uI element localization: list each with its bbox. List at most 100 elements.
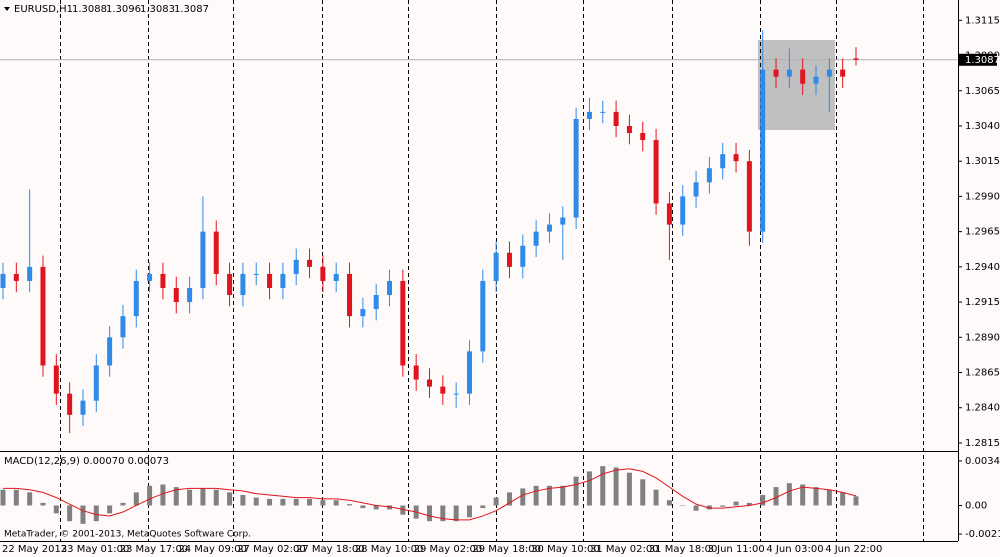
current-price-box	[959, 53, 997, 66]
macd-bar	[67, 505, 73, 522]
macd-bar	[706, 505, 712, 510]
candle-body	[213, 231, 219, 274]
candle-body	[626, 125, 632, 134]
candle-body	[253, 273, 259, 275]
macd-bar	[173, 487, 179, 506]
y-tick-label: 1.2915	[965, 297, 1000, 308]
symbol-title: EURUSD,H1	[14, 4, 73, 15]
y-tick-label: 1.2940	[965, 262, 1000, 273]
macd-bar	[200, 488, 206, 506]
macd-bar	[320, 500, 326, 506]
candle-body	[586, 111, 592, 119]
candle-body	[733, 154, 739, 162]
candle-body	[133, 280, 139, 317]
candle-body	[67, 393, 73, 415]
candle-body	[280, 273, 286, 288]
macd-bar	[466, 505, 472, 518]
macd-bar	[360, 505, 366, 509]
macd-bar	[400, 505, 406, 515]
x-tick-label: 24 May 09:00	[178, 544, 247, 555]
macd-bar	[387, 505, 393, 510]
macd-bar	[586, 471, 592, 506]
candle-body	[840, 69, 846, 77]
y-tick-label: 1.2990	[965, 191, 1000, 202]
macd-bar	[653, 489, 659, 506]
candle-body	[760, 69, 766, 232]
candle-body	[40, 266, 46, 366]
candle-body	[613, 111, 619, 126]
macd-bar	[187, 489, 193, 506]
signal-line	[3, 468, 857, 521]
candle-body	[466, 351, 472, 394]
candle-body	[147, 273, 153, 281]
candle-body	[800, 69, 806, 84]
candle-body	[506, 252, 512, 267]
macd-bar	[826, 489, 832, 506]
candle-body	[93, 365, 99, 401]
separators	[0, 0, 958, 541]
y-tick-label: 1.2840	[965, 403, 1000, 414]
macd-bar	[573, 476, 579, 506]
macd-bar	[493, 497, 499, 506]
macd-bar	[240, 494, 246, 506]
menu-triangle[interactable]	[4, 7, 10, 11]
macd-bar	[0, 489, 6, 506]
candle-body	[333, 273, 339, 281]
macd-bar	[613, 467, 619, 506]
candle-body	[440, 386, 446, 394]
macd-bar	[280, 498, 286, 506]
candle-body	[427, 379, 432, 387]
ohlc-open: 1.3088	[72, 4, 107, 15]
candle-body	[347, 273, 353, 317]
macd-bar	[720, 505, 726, 507]
x-tick-label: 28 May 10:00	[355, 544, 424, 555]
macd-bar	[133, 492, 139, 506]
y-tick-label: 1.2865	[965, 368, 1000, 379]
candle-body	[720, 154, 726, 169]
y-tick-label: 0.0034	[965, 456, 1000, 467]
candle-body	[693, 182, 699, 197]
candle-body	[706, 168, 712, 183]
candle-body	[240, 273, 246, 296]
x-tick-label: 29 May 18:00	[472, 544, 541, 555]
x-tick-label: 31 May 02:00	[590, 544, 659, 555]
candle-body	[173, 287, 179, 303]
candle-body	[826, 69, 832, 77]
candle-body	[320, 266, 326, 281]
candle-body	[453, 393, 459, 395]
macd-bar	[733, 501, 739, 506]
candle-body	[493, 252, 499, 281]
y-tick-label: -0.00218	[965, 529, 1000, 540]
macd-bar	[107, 505, 113, 514]
y-tick-label: 1.3015	[965, 156, 1000, 167]
candle-body	[666, 203, 672, 225]
macd-bar	[53, 505, 59, 514]
macd-bar	[27, 492, 33, 506]
x-tick-label: 29 May 02:00	[414, 544, 483, 555]
macd-bar	[786, 483, 792, 506]
x-tick-label: 23 May 01:00	[61, 544, 130, 555]
candle-body	[546, 224, 552, 232]
candle-body	[520, 245, 526, 267]
macd-bar	[560, 485, 566, 506]
candle-body	[653, 140, 659, 204]
x-tick-label: 31 May 18:00	[649, 544, 718, 555]
macd-bar	[347, 504, 353, 506]
macd-bar	[600, 466, 606, 506]
candle-body	[293, 259, 299, 274]
candle-body	[480, 280, 486, 352]
y-tick-label: 1.2890	[965, 332, 1000, 343]
candle-body	[187, 287, 193, 303]
macd-bar	[773, 487, 779, 506]
current-price-label: 1.3087	[965, 55, 1000, 66]
x-tick-label: 4 Jun 03:00	[766, 544, 823, 555]
macd-bar	[626, 472, 632, 506]
y-tick-label: 0.00	[965, 500, 987, 511]
candle-body	[373, 295, 379, 310]
candle-body	[120, 316, 126, 338]
macd-bar	[120, 502, 126, 506]
macd-bar	[853, 496, 859, 506]
macd-bar	[666, 500, 672, 506]
macd-bar	[800, 484, 806, 506]
candle-body	[560, 217, 566, 225]
